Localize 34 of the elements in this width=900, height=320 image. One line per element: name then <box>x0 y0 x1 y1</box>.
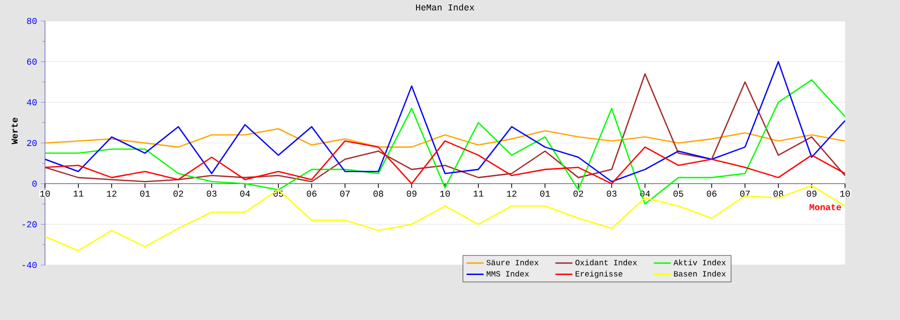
x-tick-label: 02 <box>574 190 584 197</box>
x-tick-label: 08 <box>374 190 384 197</box>
x-tick-label: 08 <box>774 190 784 197</box>
y-tick-label: -20 <box>22 221 37 228</box>
x-tick-label: 05 <box>674 190 684 197</box>
x-tick-label: 03 <box>206 190 216 197</box>
chart-title: HeMan Index <box>416 4 474 10</box>
x-tick-label: 06 <box>706 190 716 197</box>
x-tick-label: 11 <box>74 190 84 197</box>
x-tick-label: 10 <box>440 190 450 197</box>
line-series <box>44 140 846 184</box>
y-tick-label: 60 <box>27 58 37 65</box>
x-tick-label: 06 <box>306 190 316 197</box>
x-tick-label: 10 <box>40 190 50 197</box>
y-tick-label: 40 <box>26 99 37 106</box>
x-axis-title: Monate <box>810 204 842 210</box>
x-tick-label: 01 <box>140 190 150 197</box>
y-axis-title: Werte <box>12 118 18 144</box>
y-tick-label: -40 <box>22 262 37 268</box>
y-tick-label: 0 <box>32 180 37 187</box>
y-tick-label: 20 <box>27 140 37 146</box>
x-tick-label: 04 <box>240 190 250 197</box>
x-tick-label: 07 <box>740 190 750 197</box>
x-tick-label: 12 <box>106 190 116 197</box>
x-tick-label: 02 <box>174 190 184 197</box>
x-tick-label: 12 <box>506 190 516 197</box>
x-tick-label: 09 <box>406 190 416 197</box>
x-tick-label: 03 <box>606 190 616 197</box>
x-tick-label: 10 <box>840 190 850 197</box>
x-tick-label: 01 <box>540 190 550 197</box>
x-tick-label: 07 <box>340 190 350 197</box>
y-tick-label: 80 <box>27 18 37 24</box>
x-tick-label: 09 <box>806 190 816 197</box>
x-tick-label: 11 <box>474 190 484 197</box>
